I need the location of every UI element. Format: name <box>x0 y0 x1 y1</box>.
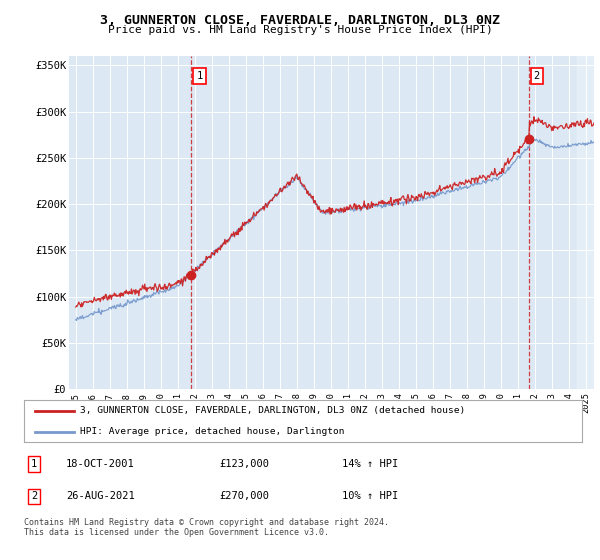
Text: Price paid vs. HM Land Registry's House Price Index (HPI): Price paid vs. HM Land Registry's House … <box>107 25 493 35</box>
Text: 18-OCT-2001: 18-OCT-2001 <box>66 459 134 469</box>
Text: £123,000: £123,000 <box>220 459 269 469</box>
Text: 14% ↑ HPI: 14% ↑ HPI <box>342 459 398 469</box>
Text: 2: 2 <box>533 71 540 81</box>
Text: 3, GUNNERTON CLOSE, FAVERDALE, DARLINGTON, DL3 0NZ (detached house): 3, GUNNERTON CLOSE, FAVERDALE, DARLINGTO… <box>80 407 465 416</box>
Text: 26-AUG-2021: 26-AUG-2021 <box>66 491 134 501</box>
Text: 3, GUNNERTON CLOSE, FAVERDALE, DARLINGTON, DL3 0NZ: 3, GUNNERTON CLOSE, FAVERDALE, DARLINGTO… <box>100 14 500 27</box>
Text: 1: 1 <box>196 71 203 81</box>
Text: 10% ↑ HPI: 10% ↑ HPI <box>342 491 398 501</box>
Text: Contains HM Land Registry data © Crown copyright and database right 2024.
This d: Contains HM Land Registry data © Crown c… <box>24 518 389 538</box>
Text: 1: 1 <box>31 459 37 469</box>
Text: 2: 2 <box>31 491 37 501</box>
Text: HPI: Average price, detached house, Darlington: HPI: Average price, detached house, Darl… <box>80 427 344 436</box>
Text: £270,000: £270,000 <box>220 491 269 501</box>
